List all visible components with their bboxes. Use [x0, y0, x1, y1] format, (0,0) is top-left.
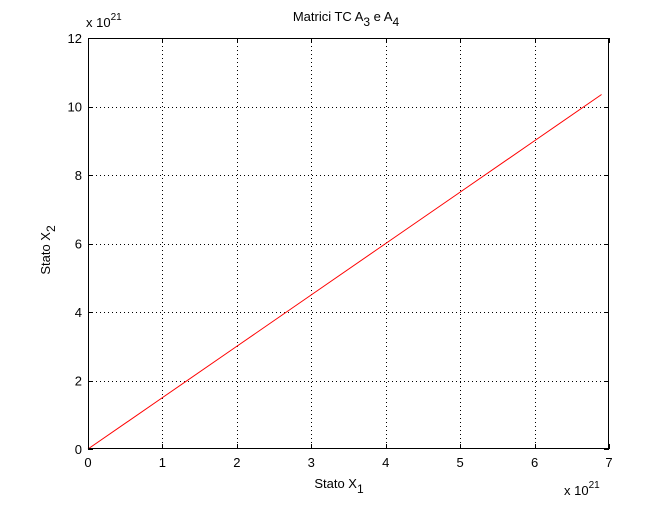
plot-area — [88, 38, 609, 449]
x-tick-label: 5 — [457, 455, 464, 470]
grid — [88, 38, 609, 449]
x-axis-label: Stato X1 — [314, 476, 364, 496]
y-tick-label: 0 — [75, 442, 82, 457]
x-tick-label: 1 — [159, 455, 166, 470]
y-tick-label: 2 — [75, 374, 82, 389]
chart-title: Matrici TC A3 e A4 — [293, 9, 400, 29]
y-tick-label: 12 — [68, 31, 82, 46]
x-tick-label: 3 — [308, 455, 315, 470]
x-axis-multiplier: x 1021 — [564, 480, 600, 498]
series-line-1 — [87, 94, 602, 450]
x-tick-label: 4 — [382, 455, 389, 470]
axes-frame — [88, 38, 609, 449]
y-axis-multiplier: x 1021 — [86, 12, 122, 30]
y-tick-label: 4 — [75, 305, 82, 320]
y-axis-label: Stato X2 — [38, 225, 58, 275]
y-tick-label: 10 — [68, 100, 82, 115]
series-layer — [87, 94, 602, 450]
x-tick-label: 2 — [233, 455, 240, 470]
x-tick-label: 0 — [84, 455, 91, 470]
y-tick-label: 8 — [75, 168, 82, 183]
x-tick-label: 6 — [531, 455, 538, 470]
y-tick-label: 6 — [75, 237, 82, 252]
x-tick-label: 7 — [605, 455, 612, 470]
